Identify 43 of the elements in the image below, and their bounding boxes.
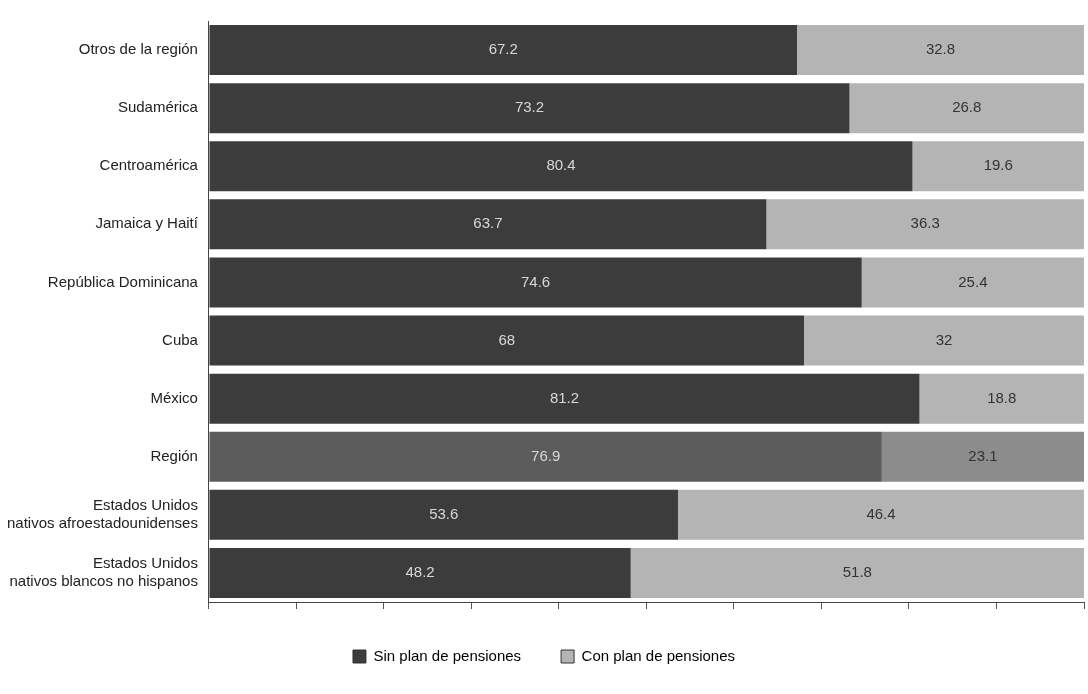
- data-label: 32: [935, 330, 953, 348]
- data-label: 46.4: [866, 504, 896, 522]
- y-tick-label: Estados Unidos nativos blancos no hispanos: [9, 554, 198, 590]
- data-label: 53.6: [429, 504, 459, 522]
- y-tick-label: Jamaica y Haití: [95, 214, 199, 232]
- bar: [912, 141, 1084, 192]
- data-label: 48.2: [405, 563, 435, 581]
- bar: [919, 373, 1084, 424]
- bar: [209, 431, 882, 482]
- y-tick-label: Otros de la región: [78, 40, 198, 58]
- bar: [630, 547, 1084, 598]
- y-tick-label: Estados Unidos nativos afroestadounidenses: [7, 495, 198, 531]
- bar: [881, 431, 1084, 482]
- bar: [677, 489, 1084, 540]
- data-label: 25.4: [958, 272, 988, 290]
- data-label: 74.6: [521, 272, 551, 290]
- data-label: 36.3: [910, 214, 940, 232]
- y-tick-label: Cuba: [162, 330, 199, 348]
- data-label: 51.8: [842, 563, 872, 581]
- data-label: 73.2: [514, 98, 545, 116]
- y-tick-label: México: [150, 388, 198, 406]
- bar: [861, 257, 1084, 308]
- y-tick-label: Sudamérica: [117, 98, 199, 116]
- data-label: 19.6: [983, 156, 1013, 174]
- bar: [796, 25, 1084, 76]
- data-label: 76.9: [531, 446, 561, 464]
- y-tick-label: Centroamérica: [99, 156, 199, 174]
- y-tick-label: República Dominicana: [47, 272, 199, 290]
- bar: [849, 83, 1084, 134]
- data-label: 67.2: [488, 40, 518, 58]
- y-tick-label: Región: [150, 446, 198, 464]
- bar: [803, 315, 1084, 366]
- data-label: 26.8: [952, 98, 982, 116]
- legend-label: Sin plan de pensiones: [373, 646, 522, 664]
- data-label: 63.7: [473, 214, 503, 232]
- data-label: 81.2: [549, 388, 580, 406]
- data-label: 68: [498, 330, 516, 348]
- data-label: 32.8: [925, 40, 956, 58]
- data-label: 23.1: [968, 446, 998, 464]
- data-label: 80.4: [546, 156, 576, 174]
- bar: [766, 199, 1084, 250]
- legend-label: Con plan de pensiones: [581, 646, 736, 664]
- data-label: 18.8: [987, 388, 1017, 406]
